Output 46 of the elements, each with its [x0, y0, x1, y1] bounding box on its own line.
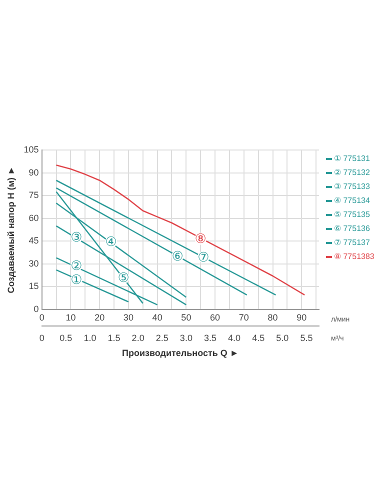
y-tick-label: 30	[28, 258, 39, 268]
x2-tick-label: 3.5	[204, 333, 216, 344]
legend-label: ① 775131	[334, 154, 370, 163]
y-tick-label: 75	[28, 190, 39, 200]
legend-label: ② 775132	[334, 168, 370, 177]
x-tick-label: 50	[181, 312, 192, 322]
legend-label: ⑦ 775137	[334, 238, 370, 247]
annotation: ④	[105, 235, 117, 250]
x2-tick-label: 5.0	[276, 333, 289, 344]
x-tick-label: 80	[268, 312, 278, 322]
x2-tick-label: 5.5	[300, 333, 313, 344]
y-tick-label: 90	[28, 167, 39, 178]
x2-tick-label: 2.0	[132, 333, 144, 344]
y-tick-label: 60	[28, 212, 39, 223]
y-tick-label: 45	[28, 236, 39, 246]
annotation: ⑦	[198, 250, 210, 266]
x2-tick-label: 3.0	[180, 333, 192, 344]
annotation: ⑧	[194, 232, 206, 248]
x-tick-label: 30	[123, 312, 134, 322]
legend-label: ③ 775133	[334, 182, 370, 191]
x2-tick-label: 0.5	[60, 333, 72, 344]
x2-tick-label: 1.5	[108, 333, 120, 344]
y-tick-label: 15	[28, 281, 39, 292]
x2-tick-label: 4.0	[228, 333, 241, 344]
legend-label: ⑧ 7751383	[334, 252, 374, 261]
annotation: ③	[70, 230, 82, 246]
annotation: ①	[70, 273, 82, 288]
x-tick-label: 60	[210, 312, 220, 322]
text: Производительность Q ►	[122, 348, 239, 358]
x-tick-label: 90	[296, 312, 307, 322]
x-tick-label: 40	[152, 312, 162, 322]
legend-label: ④ 775134	[334, 196, 370, 205]
annotation: ⑥	[172, 250, 184, 265]
annotation: ⑤	[118, 270, 130, 286]
legend-label: ⑥ 775136	[334, 224, 370, 233]
x2-tick-label: 4.5	[252, 333, 265, 344]
annotation: ②	[70, 258, 82, 274]
y-tick-label: 0	[34, 304, 39, 314]
y-tick-label: 105	[24, 144, 39, 154]
x-tick-label: 10	[66, 312, 76, 322]
x-tick-label: 20	[94, 312, 105, 322]
x2-tick-label: 2.5	[156, 333, 168, 344]
legend-label: ⑤ 775135	[334, 210, 370, 219]
x-tick-label: 70	[238, 312, 249, 322]
y-axis-title: Создаваемый напор H (м) ►	[6, 166, 16, 294]
x2-tick-label: 1.0	[84, 333, 96, 344]
